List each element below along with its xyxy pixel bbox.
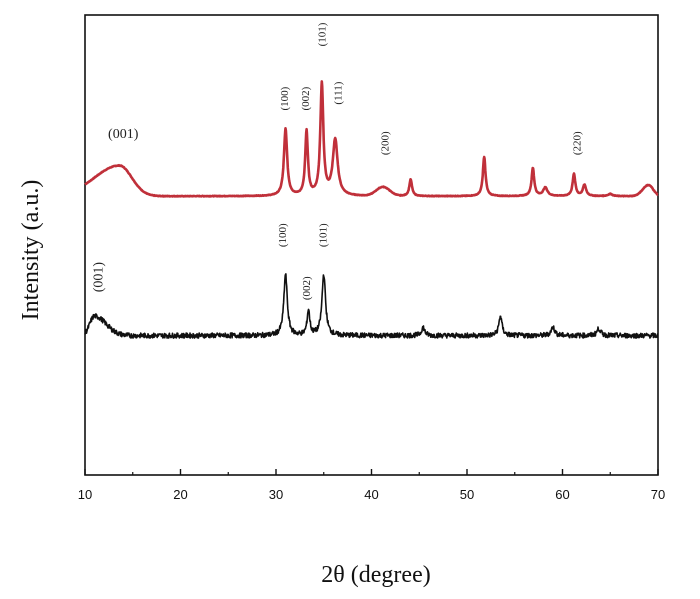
peak-label-8: (100) — [277, 223, 289, 247]
series-layer — [84, 80, 659, 339]
series-line-0 — [84, 80, 659, 198]
x-tick-label-30: 30 — [269, 487, 283, 502]
x-tick-label-50: 50 — [460, 487, 474, 502]
x-tick-label-70: 70 — [651, 487, 665, 502]
x-tick-label-20: 20 — [173, 487, 187, 502]
peak-label-9: (002) — [301, 276, 313, 300]
peak-label-10: (101) — [317, 223, 329, 247]
x-tick-label-10: 10 — [78, 487, 92, 502]
annotation-layer: (001) (100) (002) (101) (111) (200) (220) (001)… — [92, 22, 584, 300]
x-tick-label-40: 40 — [364, 487, 378, 502]
peak-label-4: (111) — [333, 81, 345, 104]
series-line-1 — [84, 273, 659, 339]
peak-label-2: (002) — [300, 86, 312, 110]
peak-label-1: (100) — [279, 86, 291, 110]
x-axis-title: 2θ (degree) — [321, 562, 430, 588]
peak-label-5: (200) — [379, 131, 391, 155]
peak-label-3: (101) — [316, 22, 328, 46]
x-ticks: 10 20 30 40 50 60 70 — [78, 469, 665, 502]
peak-label-6: (220) — [571, 131, 583, 155]
peak-label-7: (001) — [92, 262, 107, 293]
x-tick-label-60: 60 — [555, 487, 569, 502]
plot-frame — [84, 14, 659, 476]
plot-border — [84, 14, 659, 476]
peak-label-0: (001) — [108, 127, 139, 142]
y-axis-title: Intensity (a.u.) — [18, 180, 44, 321]
